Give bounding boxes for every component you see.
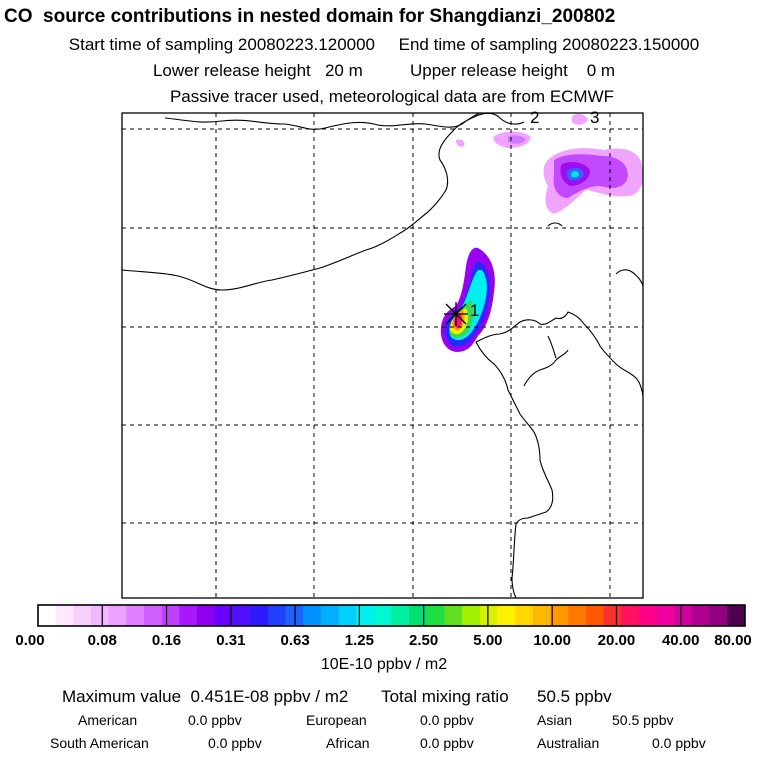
colorbar-tick-label: 80.00 [714,632,752,649]
colorbar-cell [373,605,392,626]
region-name-australian: Australian [537,735,600,751]
upper-label: Upper release height [409,61,568,80]
sampling-times: Start time of sampling 20080223.120000 E… [0,36,768,53]
colorbar-cell [320,605,339,626]
colorbar-cell [479,605,498,626]
lower-label: Lower release height [152,61,311,80]
marker-label-2: 2 [530,108,539,127]
colorbar-tick-label: 20.00 [597,632,636,649]
colorbar-cell [91,605,110,626]
region-value-south-american: 0.0 ppbv [208,735,262,751]
colorbar-cell [144,605,163,626]
colorbar-cell [426,605,445,626]
colorbar-tick-label: 5.00 [473,632,503,649]
region-value-australian: 0.0 ppbv [652,735,706,751]
colorbar-cell [585,605,604,626]
colorbar-cell [303,605,322,626]
region-name-european: European [306,712,367,728]
region-value-european: 0.0 ppbv [420,712,474,728]
start-label: Start time of sampling [68,35,234,54]
release-heights: Lower release height 20 m Upper release … [0,62,768,79]
colorbar-tick-label: 2.50 [409,632,439,649]
colorbar-tick-label: 40.00 [661,632,700,649]
colorbar-cell [38,605,57,626]
colorbar-cell [250,605,269,626]
colorbar-cell [568,605,587,626]
max-value: 0.451E-08 ppbv / m2 [190,687,349,706]
colorbar-cell [532,605,551,626]
colorbar-cell [674,605,693,626]
colorbar-cell [515,605,534,626]
lower-value: 20 m [324,61,363,80]
colorbar-tick-label: 0.00 [15,632,45,649]
start-value: 20080223.120000 [237,35,376,54]
colorbar-tick-label: 0.16 [151,632,182,649]
colorbar-cell [497,605,516,626]
plot-title: CO source contributions in nested domain… [4,6,616,27]
total-value: 50.5 ppbv [537,687,612,706]
colorbar-units: 10E-10 ppbv / m2 [320,656,448,673]
region-value-african: 0.0 ppbv [420,735,474,751]
colorbar-cell [603,605,622,626]
colorbar-cell [391,605,410,626]
colorbar-cell [126,605,145,626]
colorbar-frame [37,604,746,627]
map-plot: 1 2 3 [121,108,644,599]
colorbar-cell [727,605,746,626]
station-marker [444,302,468,326]
colorbar-tick-label: 0.31 [216,632,246,649]
colorbar-cell [638,605,658,626]
colorbar-cell [73,605,92,626]
region-name-south-american: South American [50,735,149,751]
colorbar-cell [338,605,357,626]
end-value: 20080223.150000 [562,35,700,54]
colorbar-cell [409,605,428,626]
colorbar-cell [55,605,74,626]
upper-value: 0 m [586,61,616,80]
colorbar-cell [232,605,251,626]
colorbar-cell [267,605,286,626]
colorbar-cell [709,605,728,626]
colorbar-cell [656,605,675,626]
colorbar-cell [161,605,180,626]
tracer-note: Passive tracer used, meteorological data… [169,87,615,106]
region-value-asian: 50.5 ppbv [612,712,674,728]
map-frame [121,112,644,599]
colorbar [37,604,746,627]
colorbar-cell [108,605,127,626]
colorbar-tick-label: 10.00 [533,632,571,649]
region-value-american: 0.0 ppbv [188,712,242,728]
max-label: Maximum value [62,687,182,706]
region-name-american: American [78,712,138,728]
region-name-african: African [326,735,370,751]
colorbar-cell [550,605,569,626]
colorbar-tick-label: 1.25 [344,632,374,649]
max-total-row: Maximum value 0.451E-08 ppbv / m2 Total … [62,687,612,707]
colorbar-cell [179,605,198,626]
colorbar-cell [197,605,216,626]
colorbar-cell [285,605,304,626]
colorbar-tick-label: 0.08 [87,632,117,649]
colorbar-cell [214,605,233,626]
region-name-asian: Asian [537,712,573,728]
graticule [122,113,643,598]
colorbar-cell [462,605,481,626]
colorbar-cell [691,605,711,626]
colorbar-cell [356,605,375,626]
marker-label-1: 1 [470,301,479,320]
plume-northeast [456,113,643,214]
colorbar-cell [621,605,640,626]
colorbar-cell [444,605,463,626]
end-label: End time of sampling [398,35,558,54]
colorbar-tick-label: 0.63 [280,632,310,649]
coastlines [122,113,643,598]
total-label: Total mixing ratio [381,687,509,706]
marker-label-3: 3 [590,108,599,127]
